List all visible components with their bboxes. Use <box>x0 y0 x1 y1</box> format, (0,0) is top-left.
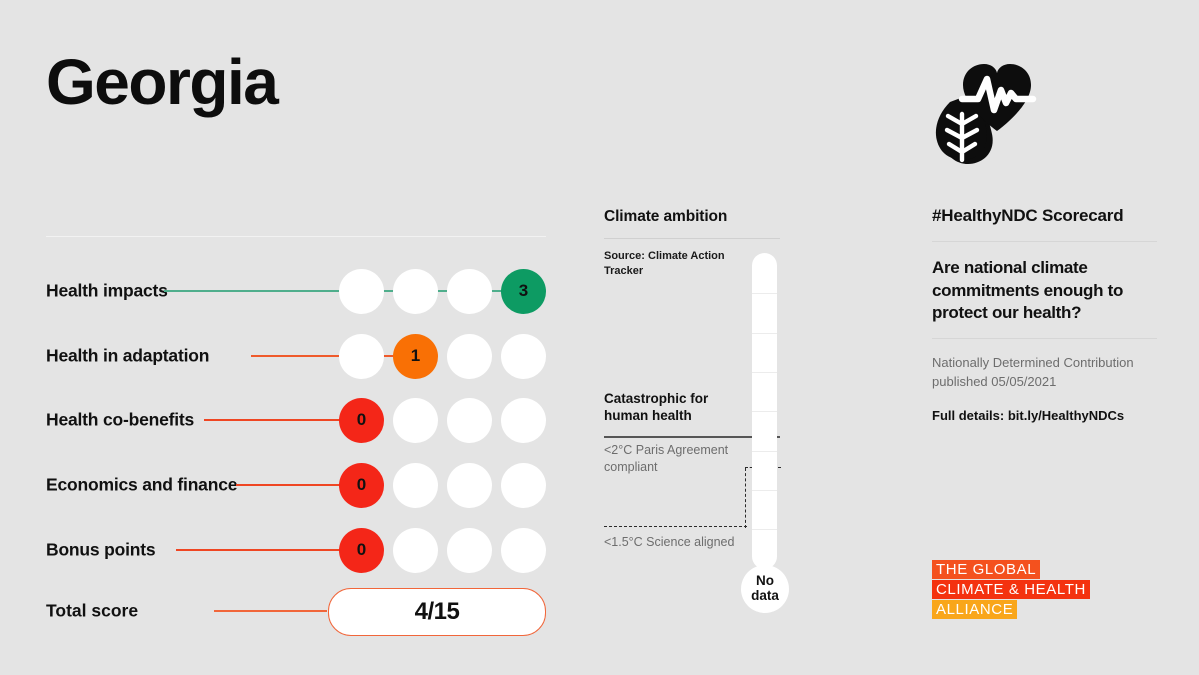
scorecard-dot-group: 0 <box>339 458 546 512</box>
total-score-label: Total score <box>46 600 139 621</box>
scorecard-dot-group: 1 <box>339 329 546 383</box>
scorecard-row: Health in adaptation 1 <box>46 329 546 383</box>
total-score-connector <box>214 610 327 612</box>
scorecard-empty-dot <box>447 527 492 573</box>
ambition-divider <box>604 238 780 239</box>
right-panel-divider-2 <box>932 338 1157 340</box>
ambition-source: Source: Climate Action Tracker <box>604 250 725 277</box>
scorecard-empty-dot <box>447 333 492 379</box>
scorecard-row: Bonus points 0 <box>46 523 546 577</box>
scorecard-empty-dot <box>393 462 438 508</box>
scorecard-empty-dot <box>501 462 546 508</box>
page-title: Georgia <box>46 46 279 118</box>
heart-leaf-logo <box>932 52 1037 164</box>
scorecard-row: Economics and finance 0 <box>46 458 546 512</box>
scorecard-row: Health co-benefits 0 <box>46 393 546 447</box>
scorecard-row-connector <box>236 484 362 486</box>
scorecard-empty-dot <box>339 333 384 379</box>
ambition-dash-bottom <box>604 526 747 527</box>
scorecard-row-label: Health impacts <box>46 280 168 301</box>
thermometer-bulb-line1: No <box>756 573 774 589</box>
gcha-wordmark: THE GLOBAL CLIMATE & HEALTH ALLIANCE <box>932 560 1132 620</box>
brand-question: Are national climate commitments enough … <box>932 258 1124 322</box>
right-panel-divider-1 <box>932 241 1157 243</box>
brand-title: #HealthyNDC Scorecard <box>932 206 1124 225</box>
ambition-dash-right <box>745 468 746 528</box>
scorecard-score-dot: 1 <box>393 333 438 379</box>
ambition-2c-divider <box>604 436 780 438</box>
thermometer-track <box>752 253 777 569</box>
scorecard-empty-dot <box>393 397 438 443</box>
scorecard-dot-group: 3 <box>339 264 546 318</box>
scorecard-top-divider <box>46 236 546 237</box>
ndc-published-note: Nationally Determined Contribution publi… <box>932 355 1134 389</box>
total-score-row: Total score 4/15 <box>46 588 546 636</box>
thermometer-bulb: No data <box>741 565 789 613</box>
scorecard-empty-dot <box>501 333 546 379</box>
scorecard-dot-group: 0 <box>339 523 546 577</box>
scorecard-score-dot: 0 <box>339 462 384 508</box>
total-score-value: 4/15 <box>328 588 546 636</box>
scorecard-empty-dot <box>447 268 492 314</box>
scorecard-row-label: Health in adaptation <box>46 345 210 366</box>
thermometer-bulb-line2: data <box>751 588 779 603</box>
right-info-panel: #HealthyNDC Scorecard Are national clima… <box>932 205 1157 423</box>
scorecard-score-dot: 3 <box>501 268 546 314</box>
scorecard-score-dot: 0 <box>339 397 384 443</box>
scorecard-empty-dot <box>393 527 438 573</box>
ambition-threshold-2c: <2°C Paris Agreement compliant <box>604 443 729 474</box>
scorecard-empty-dot <box>393 268 438 314</box>
full-details-link[interactable]: Full details: bit.ly/HealthyNDCs <box>932 407 1125 423</box>
scorecard-row-label: Economics and finance <box>46 474 238 495</box>
scorecard-row-connector <box>176 549 362 551</box>
ambition-catastrophic-label: Catastrophic for human health <box>604 391 709 424</box>
scorecard-empty-dot <box>501 397 546 443</box>
scorecard-empty-dot <box>447 462 492 508</box>
scorecard-dot-group: 0 <box>339 393 546 447</box>
scorecard-empty-dot <box>339 268 384 314</box>
gcha-line-2: CLIMATE & HEALTH <box>932 580 1090 599</box>
gcha-line-3: ALLIANCE <box>932 600 1018 619</box>
scorecard-row-connector <box>204 419 362 421</box>
ambition-threshold-15c: <1.5°C Science aligned <box>604 535 735 549</box>
scorecard-score-dot: 0 <box>339 527 384 573</box>
gcha-line-1: THE GLOBAL <box>932 560 1041 579</box>
climate-ambition-panel: Climate ambition Source: Climate Action … <box>604 208 804 628</box>
climate-ambition-title: Climate ambition <box>604 208 728 225</box>
scorecard-row-label: Health co-benefits <box>46 409 195 430</box>
scorecard-empty-dot <box>447 397 492 443</box>
scorecard-row: Health impacts 3 <box>46 264 546 318</box>
scorecard-empty-dot <box>501 527 546 573</box>
scorecard-row-label: Bonus points <box>46 539 156 560</box>
scorecard-row-connector <box>251 355 416 357</box>
